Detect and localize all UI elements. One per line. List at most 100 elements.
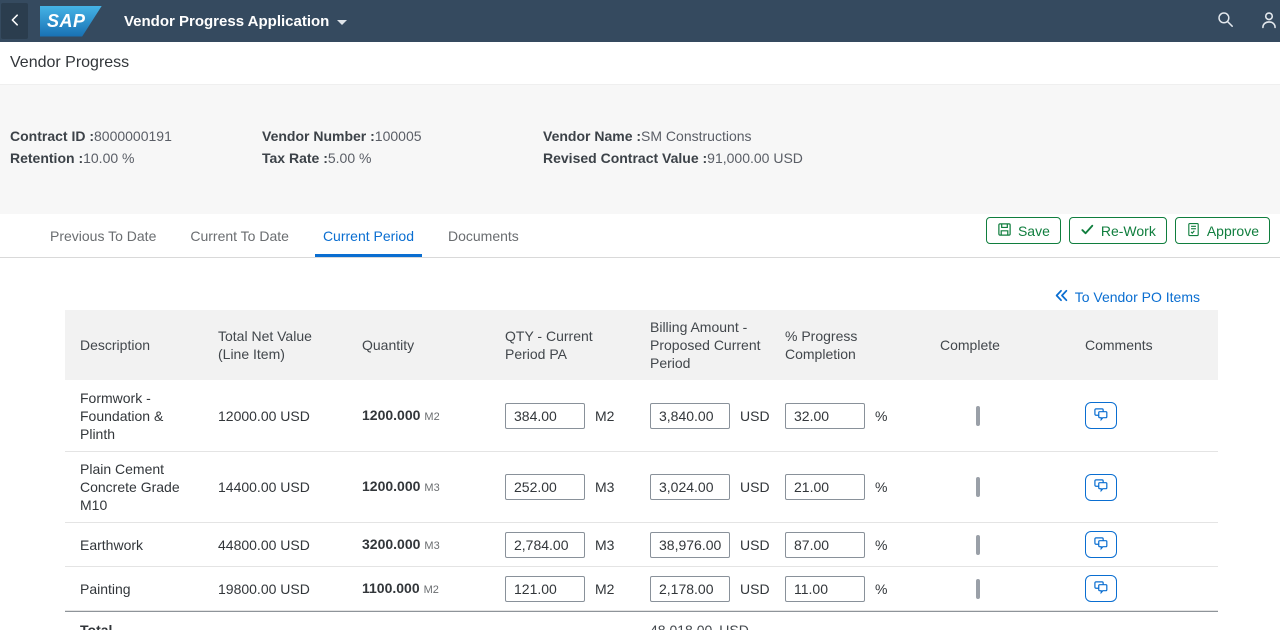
tab-previous-to-date[interactable]: Previous To Date (42, 214, 164, 257)
progress-unit: % (875, 580, 888, 597)
comments-button[interactable] (1085, 531, 1117, 558)
row-comments (1070, 394, 1218, 437)
row-comments (1070, 466, 1218, 509)
col-header-comments: Comments (1085, 337, 1153, 353)
tab-documents[interactable]: Documents (440, 214, 527, 257)
row-comments (1070, 567, 1218, 610)
billing-currency: USD (740, 580, 770, 597)
row-description: Formwork - Foundation & Plinth (80, 389, 164, 442)
tab-current-period[interactable]: Current Period (315, 214, 422, 257)
rework-button[interactable]: Re-Work (1068, 217, 1167, 244)
comments-button[interactable] (1085, 575, 1117, 602)
total-spacer (203, 622, 347, 630)
to-vendor-po-items-link[interactable]: To Vendor PO Items (1054, 288, 1200, 306)
row-complete (925, 528, 1070, 562)
billing-amount-input[interactable] (650, 575, 730, 602)
comments-button[interactable] (1085, 473, 1117, 501)
revised-contract-value-field: Revised Contract Value :91,000.00 USD (543, 148, 983, 168)
col-header-complete: Complete (940, 337, 1000, 353)
tab-current-to-date[interactable]: Current To Date (182, 214, 297, 257)
complete-checkbox[interactable] (976, 405, 980, 426)
row-qty-current-period: M2 (490, 568, 635, 610)
tab-bar: Previous To Date Current To Date Current… (0, 214, 1280, 258)
qty-current-unit: M2 (595, 580, 615, 597)
qty-current-unit: M3 (595, 479, 615, 495)
row-progress-completion: % (770, 568, 925, 610)
comment-bubbles-icon (1092, 407, 1110, 425)
col-header-billing-amount: Billing Amount - Proposed Current Period (650, 319, 761, 371)
complete-checkbox[interactable] (976, 534, 980, 555)
back-chevron-icon (8, 13, 22, 30)
approve-document-icon (1186, 222, 1201, 240)
save-button-label: Save (1017, 222, 1050, 239)
progress-unit: % (875, 536, 888, 553)
double-chevron-left-icon (1054, 288, 1069, 306)
revised-contract-value-label: Revised Contract Value : (543, 150, 708, 166)
progress-input[interactable] (785, 575, 865, 602)
total-billing-amount: 48,018.00 USD (635, 613, 770, 630)
progress-input[interactable] (785, 474, 865, 500)
total-spacer (490, 622, 635, 630)
object-header-panel: Contract ID :8000000191 Retention :10.00… (0, 84, 1280, 244)
approve-button-label: Approve (1206, 222, 1259, 239)
billing-currency: USD (740, 407, 770, 424)
complete-checkbox[interactable] (976, 477, 980, 497)
header-info-col-2: Vendor Number :100005 Tax Rate :5.00 % (262, 126, 543, 168)
qty-current-input[interactable] (505, 531, 585, 558)
approve-button[interactable]: Approve (1174, 217, 1270, 244)
quantity-value: 1100.000 (362, 579, 420, 596)
total-spacer (925, 622, 1070, 630)
row-complete (925, 572, 1070, 606)
to-vendor-po-items-label: To Vendor PO Items (1074, 289, 1200, 305)
sap-logo: SAP (40, 5, 102, 37)
total-value: 48,018.00 (650, 621, 713, 630)
qty-current-input[interactable] (505, 402, 585, 429)
save-button[interactable]: Save (985, 217, 1061, 244)
quantity-unit: M3 (424, 539, 440, 552)
table-total-row: Total 48,018.00 USD (65, 611, 1218, 630)
row-progress-completion: % (770, 395, 925, 437)
row-complete (925, 470, 1070, 504)
row-quantity: 1200.000 M3 (347, 469, 490, 505)
page-title: Vendor Progress (10, 54, 130, 71)
retention-value: 10.00 % (83, 150, 135, 166)
vendor-name-field: Vendor Name :SM Constructions (543, 126, 983, 146)
table-header-row: Description Total Net Value (Line Item) … (65, 310, 1218, 380)
row-comments (1070, 523, 1218, 566)
row-total-net-value: 19800.00 USD (218, 580, 310, 597)
billing-amount-input[interactable] (650, 531, 730, 558)
complete-checkbox[interactable] (976, 578, 980, 599)
search-button[interactable] (1217, 11, 1234, 31)
col-header-progress-completion: % Progress Completion (785, 328, 858, 362)
billing-amount-input[interactable] (650, 402, 730, 429)
qty-current-input[interactable] (505, 474, 585, 500)
vendor-name-label: Vendor Name : (543, 128, 642, 144)
person-icon (1260, 11, 1278, 32)
progress-input[interactable] (785, 531, 865, 558)
progress-unit: % (875, 407, 888, 424)
progress-unit: % (875, 479, 888, 495)
total-spacer (770, 622, 925, 630)
back-button[interactable] (1, 3, 28, 39)
qty-current-input[interactable] (505, 575, 585, 602)
row-qty-current-period: M2 (490, 395, 635, 437)
billing-amount-input[interactable] (650, 474, 730, 500)
total-currency: USD (719, 621, 749, 630)
shell-actions (1217, 0, 1280, 42)
col-header-qty-current-period: QTY - Current Period PA (505, 328, 593, 362)
profile-button[interactable] (1260, 11, 1278, 32)
comments-button[interactable] (1085, 402, 1117, 429)
rework-button-label: Re-Work (1100, 222, 1156, 239)
tax-rate-label: Tax Rate : (262, 150, 328, 166)
app-title-menu[interactable]: Vendor Progress Application (124, 13, 348, 30)
revised-contract-value-value: 91,000.00 USD (707, 150, 803, 166)
retention-label: Retention : (10, 150, 84, 166)
billing-currency: USD (740, 536, 770, 553)
header-info-col-1: Contract ID :8000000191 Retention :10.00… (10, 126, 262, 168)
header-info: Contract ID :8000000191 Retention :10.00… (10, 126, 983, 168)
row-description: Painting (80, 580, 131, 597)
contract-id-field: Contract ID :8000000191 (10, 126, 262, 146)
progress-input[interactable] (785, 402, 865, 429)
qty-current-unit: M2 (595, 407, 615, 424)
